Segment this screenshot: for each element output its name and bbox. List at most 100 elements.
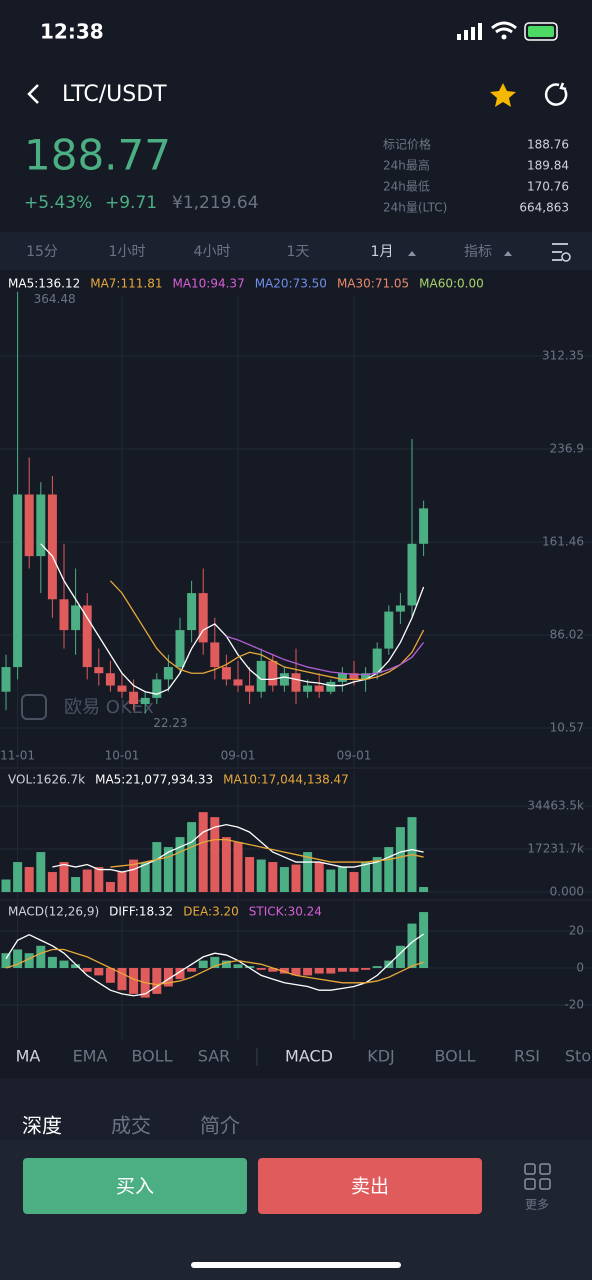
macd-bar — [163, 968, 173, 987]
macd-bar — [395, 945, 405, 968]
candle-body — [279, 673, 289, 686]
candle-body — [291, 673, 301, 692]
timeframe[interactable]: 1月 — [371, 244, 394, 260]
legend-entry: MA10:17,044,138.47 — [223, 773, 349, 787]
more-icon[interactable] — [524, 1163, 551, 1190]
legend-entry: MACD(12,26,9) — [8, 905, 99, 919]
volume-bar — [163, 847, 173, 892]
candle-body — [71, 605, 81, 631]
volume-bar — [337, 867, 347, 892]
volume-bar — [314, 862, 324, 892]
candle-body — [13, 494, 23, 668]
stat-label: 24h最高 — [383, 158, 430, 173]
volume-bar — [291, 864, 301, 892]
y-tick-label: 312.35 — [542, 349, 584, 363]
candle-body — [419, 508, 429, 544]
y-tick-label: 161.46 — [542, 535, 584, 549]
timeframe[interactable]: 4小时 — [194, 244, 231, 260]
share-button[interactable] — [544, 82, 568, 106]
candle-body — [384, 611, 394, 649]
indicator-tab[interactable]: RSI — [514, 1047, 540, 1066]
indicator-tab[interactable]: SAR — [198, 1047, 231, 1066]
stat-label: 24h量(LTC) — [383, 201, 447, 215]
legend-entry: MA7:111.81 — [90, 277, 162, 291]
volume-bar — [105, 882, 115, 892]
candle-body — [140, 697, 150, 705]
candle-body — [129, 691, 139, 705]
indicator-tab[interactable]: MA — [16, 1047, 41, 1066]
macd-bar — [419, 912, 429, 968]
volume-bar — [303, 852, 313, 892]
indicator-tab[interactable]: Sto — [565, 1047, 591, 1066]
more-label: 更多 — [525, 1198, 549, 1212]
legend-entry: MA5:21,077,934.33 — [95, 773, 213, 787]
y-tick-label: 34463.5k — [527, 799, 584, 813]
macd-bar — [129, 968, 139, 994]
candle-body — [59, 599, 69, 631]
volume-bar — [129, 859, 139, 892]
dropdown-arrow — [408, 251, 416, 256]
legend-entry: DIFF:18.32 — [109, 905, 173, 919]
volume-bar — [1, 879, 11, 892]
favorite-star[interactable] — [490, 83, 516, 107]
candle-body — [361, 673, 371, 680]
sell-label: 卖出 — [351, 1176, 389, 1198]
timeframe-bar — [0, 232, 592, 270]
indicator-tab[interactable]: KDJ — [367, 1047, 395, 1066]
candle-body — [268, 660, 278, 686]
indicator-tab[interactable]: EMA — [73, 1047, 108, 1066]
info-tab[interactable]: 深度 — [22, 1114, 62, 1138]
info-tab[interactable]: 成交 — [111, 1114, 151, 1138]
macd-bar — [314, 968, 324, 974]
macd-bar — [175, 968, 185, 980]
y-tick-label: 236.9 — [550, 442, 584, 456]
volume-bar — [82, 869, 92, 892]
candle-body — [337, 673, 347, 682]
macd-bar — [233, 964, 243, 968]
indicator-tab[interactable]: MACD — [285, 1047, 333, 1066]
indicator-tab[interactable]: BOLL — [131, 1047, 172, 1066]
pair-title: LTC/USDT — [62, 82, 167, 107]
legend-entry: MA10:94.37 — [172, 277, 244, 291]
candle-body — [210, 642, 220, 668]
stat-value: 664,863 — [519, 201, 569, 215]
candle-body — [256, 660, 266, 692]
last-price: 188.77 — [24, 131, 171, 180]
volume-ma-line — [110, 838, 424, 868]
info-tab[interactable]: 简介 — [200, 1114, 240, 1138]
cny-price: ¥1,219.64 — [172, 193, 259, 213]
volume-bar — [187, 822, 197, 892]
tabs-bar — [0, 1078, 592, 1140]
ma-line — [226, 635, 425, 676]
macd-bar — [105, 968, 115, 983]
stat-value: 188.76 — [527, 138, 569, 152]
timeframe[interactable]: 指标 — [464, 244, 492, 260]
volume-bar — [152, 842, 162, 892]
macd-bar — [268, 968, 278, 972]
stat-value: 170.76 — [527, 180, 569, 194]
y-tick-label: 0 — [576, 961, 584, 975]
settings-icon[interactable] — [552, 243, 568, 261]
candle-body — [163, 667, 173, 680]
status-icons — [457, 21, 558, 41]
candle-body — [349, 673, 359, 680]
macd-bar — [245, 966, 255, 968]
sell-button[interactable] — [258, 1158, 482, 1214]
macd-bar — [361, 968, 371, 970]
volume-bar — [233, 842, 243, 892]
legend-entry: VOL:1626.7k — [8, 773, 85, 787]
macd-bar — [221, 960, 231, 968]
timeframe[interactable]: 1天 — [287, 244, 310, 260]
volume-bar — [349, 872, 359, 892]
timeframe[interactable]: 15分 — [26, 244, 58, 260]
macd-bar — [407, 923, 417, 968]
back-button[interactable] — [27, 84, 39, 104]
indicator-tab[interactable]: BOLL — [434, 1047, 475, 1066]
y-tick-label: 86.02 — [550, 627, 584, 641]
volume-bar — [140, 862, 150, 892]
buy-button[interactable] — [23, 1158, 247, 1214]
legend-entry: MA5:136.12 — [8, 277, 80, 291]
timeframe[interactable]: 1小时 — [109, 244, 146, 260]
high-label: 364.48 — [34, 292, 76, 306]
